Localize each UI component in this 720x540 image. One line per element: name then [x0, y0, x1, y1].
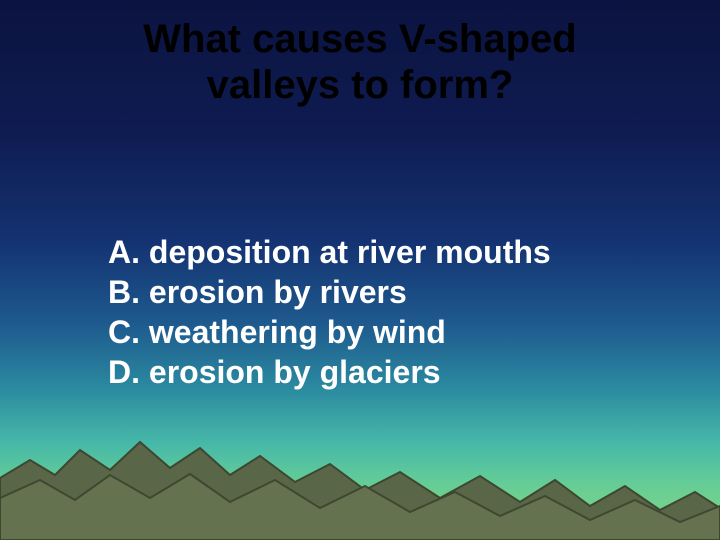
slide: What causes V-shaped valleys to form? A.… [0, 0, 720, 540]
mountain-decoration [0, 420, 720, 540]
options-list: A. deposition at river mouths B. erosion… [108, 232, 628, 392]
title-line-2: valleys to form? [207, 63, 514, 107]
title-container: What causes V-shaped valleys to form? [0, 16, 720, 108]
option-c: C. weathering by wind [108, 312, 628, 352]
slide-title: What causes V-shaped valleys to form? [143, 16, 576, 108]
title-line-1: What causes V-shaped [143, 17, 576, 61]
option-b: B. erosion by rivers [108, 272, 628, 312]
option-d: D. erosion by glaciers [108, 352, 628, 392]
option-a: A. deposition at river mouths [108, 232, 628, 272]
